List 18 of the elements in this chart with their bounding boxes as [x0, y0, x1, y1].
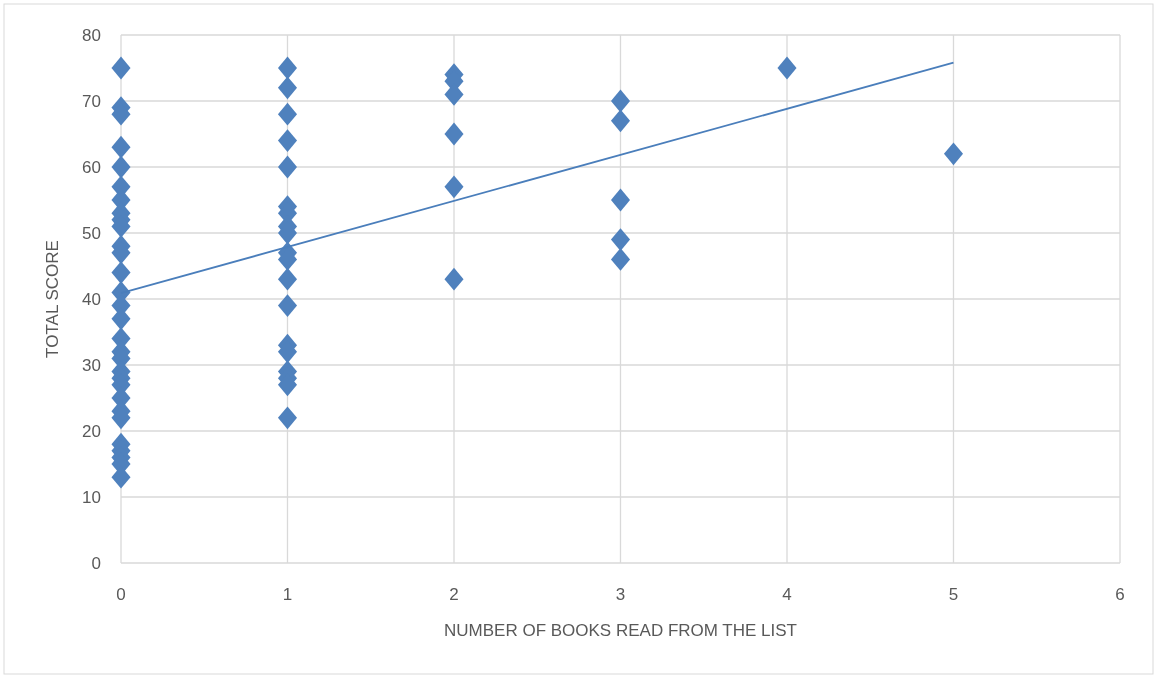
- x-tick-label: 1: [282, 585, 293, 604]
- x-axis-title: NUMBER OF BOOKS READ FROM THE LIST: [444, 621, 797, 640]
- x-tick-label: 6: [1115, 585, 1125, 604]
- y-axis-title: TOTAL SCORE: [43, 240, 62, 358]
- x-tick-label: 3: [615, 585, 626, 604]
- y-tick-label: 0: [91, 553, 101, 573]
- x-tick-label: 4: [782, 585, 792, 604]
- y-tick-label: 40: [82, 289, 101, 309]
- x-tick-label: 5: [948, 585, 959, 604]
- y-tick-label: 20: [82, 421, 101, 441]
- y-tick-label: 10: [82, 487, 101, 507]
- y-tick-label: 70: [82, 91, 101, 111]
- x-tick-label: 2: [449, 585, 459, 604]
- y-tick-label: 30: [82, 355, 101, 375]
- y-tick-label: 50: [82, 223, 101, 243]
- x-tick-label: 0: [116, 585, 126, 604]
- y-tick-label: 80: [82, 25, 101, 45]
- y-tick-label: 60: [82, 157, 101, 177]
